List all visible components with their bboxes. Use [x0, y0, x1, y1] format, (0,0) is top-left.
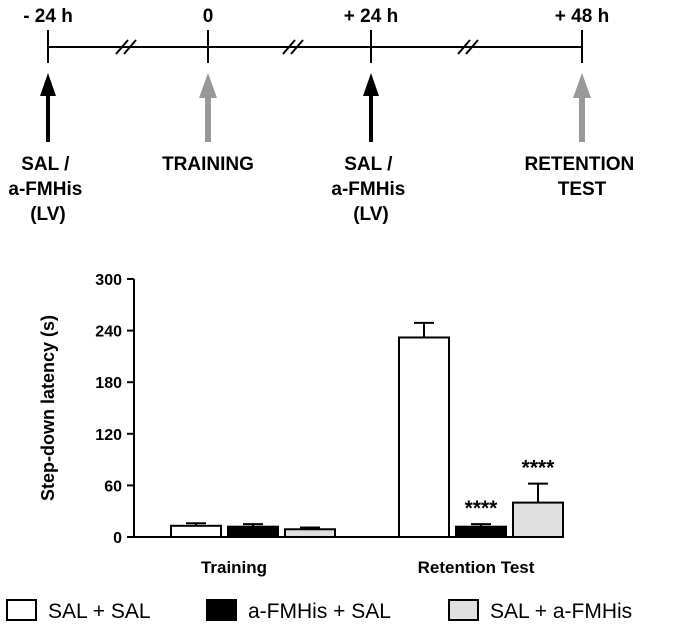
treatment-arrow-head — [363, 73, 379, 96]
event-label: RETENTION TEST — [524, 154, 639, 200]
legend: SAL + SAL a-FMHis + SAL SAL + a-FMHis — [6, 599, 632, 623]
y-tick-label: 120 — [95, 427, 122, 444]
time-label-minus24: - 24 h — [23, 6, 73, 27]
bar — [398, 336, 450, 539]
legend-label: SAL + a-FMHis — [490, 600, 632, 623]
time-label-plus24: + 24 h — [344, 6, 398, 27]
significance-label: **** — [522, 457, 556, 480]
bar — [512, 501, 564, 539]
legend-label: a-FMHis + SAL — [248, 600, 391, 623]
timeline-break-1 — [115, 39, 137, 55]
legend-swatch-afmhis-sal — [206, 599, 237, 621]
retention-arrow-head — [573, 73, 591, 98]
bar — [170, 524, 222, 539]
bar — [284, 528, 336, 539]
event-label: TRAINING — [162, 154, 254, 175]
time-label-zero: 0 — [203, 6, 214, 27]
legend-swatch-sal-afmhis — [448, 599, 479, 621]
bar — [227, 525, 279, 538]
y-tick-label: 300 — [95, 272, 122, 289]
y-tick-label: 60 — [104, 478, 122, 495]
bar-chart: **** **** 0 60 120 180 240 300 Step-down laten… — [38, 272, 564, 577]
legend-swatch-sal-sal — [6, 599, 37, 621]
y-tick-label: 0 — [113, 530, 122, 547]
timeline: - 24 h SAL / a-FMHis (LV) 0 TRAINING + 2… — [8, 6, 639, 225]
y-axis-label: Step-down latency (s) — [38, 315, 58, 501]
time-label-plus48: + 48 h — [555, 6, 609, 27]
bar — [455, 525, 507, 538]
y-tick-label: 240 — [95, 324, 122, 341]
y-tick-label: 180 — [95, 375, 122, 392]
significance-label: **** — [465, 497, 499, 520]
event-label: SAL / a-FMHis (LV) — [8, 154, 87, 225]
timeline-break-2 — [282, 39, 304, 55]
plot-marks: **** **** — [170, 321, 564, 539]
category-label-training: Training — [201, 558, 267, 577]
timeline-break-3 — [457, 39, 479, 55]
treatment-arrow-head — [40, 73, 56, 96]
training-arrow-head — [199, 73, 217, 98]
event-label: SAL / a-FMHis (LV) — [331, 154, 410, 225]
category-label-retention: Retention Test — [418, 558, 535, 577]
legend-label: SAL + SAL — [48, 600, 151, 623]
y-ticks: 0 60 120 180 240 300 — [95, 272, 134, 547]
